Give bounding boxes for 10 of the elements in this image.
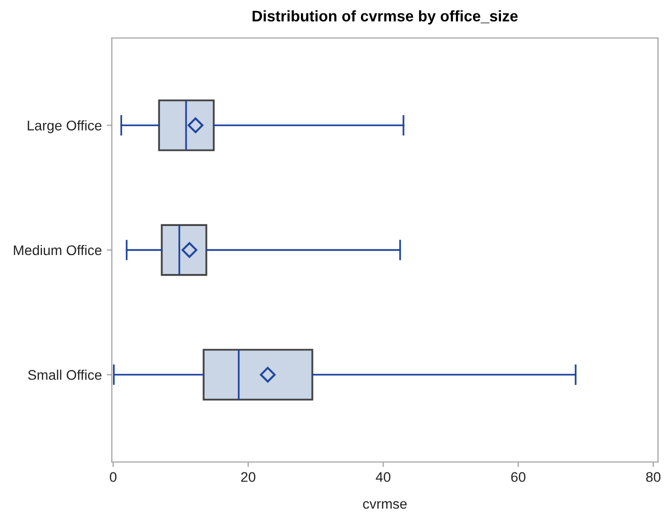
chart-title: Distribution of cvrmse by office_size (252, 10, 518, 25)
y-tick-label: Medium Office (14, 244, 102, 256)
y-tick-label: Large Office (28, 120, 102, 134)
x-tick-label: 40 (376, 472, 390, 482)
x-tick-label: 20 (241, 472, 256, 482)
x-tick-label: 60 (511, 472, 526, 482)
x-tick-label: 0 (110, 472, 116, 482)
y-tick-label: Small Office (28, 370, 102, 380)
x-axis-title: cvrmse (363, 501, 407, 509)
x-tick-label: 80 (646, 472, 660, 482)
